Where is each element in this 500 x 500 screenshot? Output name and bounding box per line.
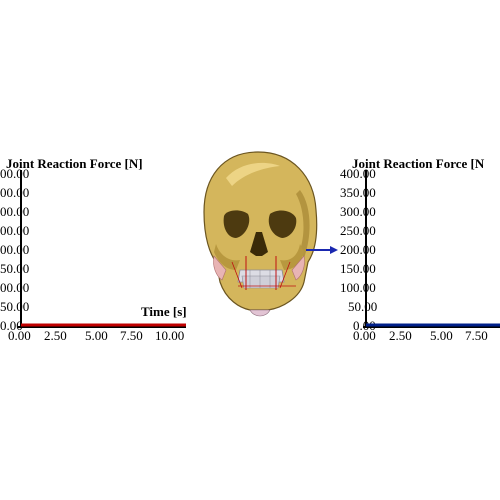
left-y-tick-labels: 00.00 00.00 00.00 00.00 00.00 50.00 00.0… <box>0 166 29 333</box>
right-x-tick: 2.50 <box>389 328 412 343</box>
muscle-force-lines <box>231 256 296 290</box>
right-y-tick: 300.00 <box>340 204 376 219</box>
right-y-tick: 350.00 <box>340 185 376 200</box>
right-x-tick-labels: 0.00 2.50 5.00 7.50 <box>353 328 488 343</box>
left-y-tick: 00.00 <box>0 280 29 295</box>
right-y-tick: 0.00 <box>353 318 376 333</box>
left-x-tick: 7.50 <box>120 328 143 343</box>
right-y-tick: 150.00 <box>340 261 376 276</box>
right-eye-socket <box>268 210 297 238</box>
left-y-tick: 00.00 <box>0 204 29 219</box>
left-plot-title: Joint Reaction Force [N] <box>6 156 143 171</box>
right-force-plot: Joint Reaction Force [N 400.00 350.00 30… <box>340 156 500 343</box>
right-plot-title: Joint Reaction Force [N <box>352 156 485 171</box>
left-y-tick: 00.00 <box>0 223 29 238</box>
right-x-tick: 0.00 <box>353 328 376 343</box>
cranium-shade <box>296 190 310 258</box>
left-y-tick: 0.00 <box>0 318 23 333</box>
skull-3d-model[interactable] <box>203 151 338 317</box>
left-y-tick: 00.00 <box>0 166 29 181</box>
left-eye-socket <box>223 210 250 238</box>
left-x-tick: 2.50 <box>44 328 67 343</box>
right-masseter <box>291 255 305 281</box>
right-y-tick: 250.00 <box>340 223 376 238</box>
right-x-tick: 7.50 <box>465 328 488 343</box>
right-y-tick: 100.00 <box>340 280 376 295</box>
right-y-tick-labels: 400.00 350.00 300.00 250.00 200.00 150.0… <box>340 166 377 333</box>
cranium-highlight <box>226 162 280 186</box>
left-force-plot: Joint Reaction Force [N] 00.00 00.00 00.… <box>0 156 187 343</box>
left-y-tick: 50.00 <box>0 261 29 276</box>
right-y-tick: 400.00 <box>340 166 376 181</box>
right-y-tick: 200.00 <box>340 242 376 257</box>
nasal-cavity <box>250 232 268 256</box>
left-x-tick: 5.00 <box>85 328 108 343</box>
chin-marker <box>249 309 271 317</box>
right-y-tick: 50.00 <box>348 299 377 314</box>
left-y-tick: 00.00 <box>0 242 29 257</box>
left-x-tick-labels: 0.00 2.50 5.00 7.50 10.00 <box>8 328 184 343</box>
left-masseter <box>213 255 227 281</box>
left-x-tick: 0.00 <box>8 328 31 343</box>
right-x-tick: 5.00 <box>430 328 453 343</box>
left-cheekbone <box>214 244 240 270</box>
joint-force-vector <box>306 246 338 254</box>
left-y-tick: 00.00 <box>0 185 29 200</box>
left-x-axis-label: Time [s] <box>141 304 187 319</box>
left-y-tick: 50.00 <box>0 299 29 314</box>
lower-teeth <box>241 275 281 289</box>
left-x-tick: 10.00 <box>155 328 184 343</box>
